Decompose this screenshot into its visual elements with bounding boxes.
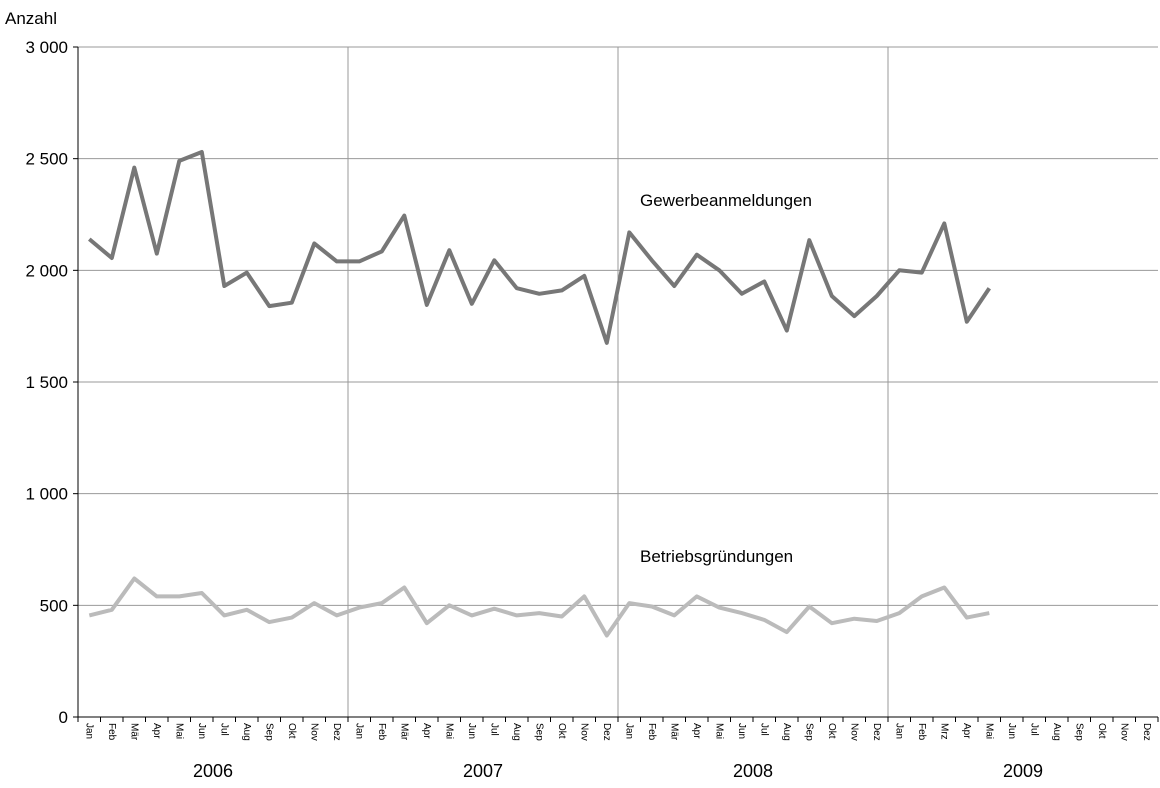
- x-tick-label: Mär: [668, 723, 679, 741]
- x-tick-label: Apr: [691, 723, 702, 739]
- x-tick-label: Feb: [916, 723, 927, 741]
- y-tick-label: 2 500: [25, 150, 68, 169]
- x-tick-label: Nov: [308, 723, 319, 741]
- x-tick-label: Okt: [1096, 723, 1107, 739]
- x-tick-label: Mai: [983, 723, 994, 739]
- x-tick-label: Sep: [803, 723, 814, 741]
- x-tick-label: Aug: [241, 723, 252, 741]
- x-tick-label: Jan: [83, 723, 94, 739]
- y-tick-label: 0: [59, 708, 68, 727]
- y-tick-label: 3 000: [25, 38, 68, 57]
- x-tick-label: Nov: [1118, 723, 1129, 741]
- series-label: Gewerbeanmeldungen: [640, 191, 812, 210]
- year-label: 2009: [1003, 761, 1043, 781]
- x-tick-label: Dez: [871, 723, 882, 741]
- year-label: 2007: [463, 761, 503, 781]
- x-tick-label: Jun: [466, 723, 477, 739]
- year-label: 2008: [733, 761, 773, 781]
- x-tick-label: Sep: [263, 723, 274, 741]
- x-tick-label: Okt: [286, 723, 297, 739]
- series-line: [88, 150, 991, 345]
- x-tick-label: Dez: [331, 723, 342, 741]
- x-tick-label: Sep: [533, 723, 544, 741]
- x-tick-label: Jul: [1028, 723, 1039, 736]
- x-tick-label: Nov: [848, 723, 859, 741]
- x-tick-label: Apr: [421, 723, 432, 739]
- x-tick-label: Jan: [353, 723, 364, 739]
- x-tick-label: Okt: [556, 723, 567, 739]
- x-tick-label: Okt: [826, 723, 837, 739]
- x-tick-label: Jul: [758, 723, 769, 736]
- x-tick-label: Mai: [173, 723, 184, 739]
- x-tick-label: Apr: [151, 723, 162, 739]
- series-line: [88, 576, 990, 638]
- y-tick-label: 500: [40, 596, 68, 615]
- x-tick-label: Aug: [511, 723, 522, 741]
- x-tick-label: Apr: [961, 723, 972, 739]
- x-tick-label: Feb: [646, 723, 657, 741]
- x-tick-label: Dez: [601, 723, 612, 741]
- x-tick-label: Jul: [218, 723, 229, 736]
- x-tick-label: Aug: [781, 723, 792, 741]
- series-label: Betriebsgründungen: [640, 547, 793, 566]
- x-tick-label: Jun: [196, 723, 207, 739]
- x-tick-label: Mär: [398, 723, 409, 741]
- x-tick-label: Dez: [1141, 723, 1152, 741]
- y-axis-label: Anzahl: [5, 9, 57, 28]
- y-tick-label: 2 000: [25, 261, 68, 280]
- x-tick-label: Mai: [443, 723, 454, 739]
- x-tick-label: Mär: [128, 723, 139, 741]
- x-tick-label: Jan: [623, 723, 634, 739]
- year-label: 2006: [193, 761, 233, 781]
- y-tick-label: 1 000: [25, 485, 68, 504]
- x-tick-label: Sep: [1073, 723, 1084, 741]
- x-tick-label: Feb: [106, 723, 117, 741]
- y-tick-label: 1 500: [25, 373, 68, 392]
- x-tick-label: Mrz: [938, 723, 949, 740]
- x-tick-label: Nov: [578, 723, 589, 741]
- x-tick-label: Mai: [713, 723, 724, 739]
- x-tick-label: Feb: [376, 723, 387, 741]
- x-tick-label: Jul: [488, 723, 499, 736]
- x-tick-label: Jun: [736, 723, 747, 739]
- x-tick-label: Aug: [1051, 723, 1062, 741]
- x-tick-label: Jun: [1006, 723, 1017, 739]
- x-tick-label: Jan: [893, 723, 904, 739]
